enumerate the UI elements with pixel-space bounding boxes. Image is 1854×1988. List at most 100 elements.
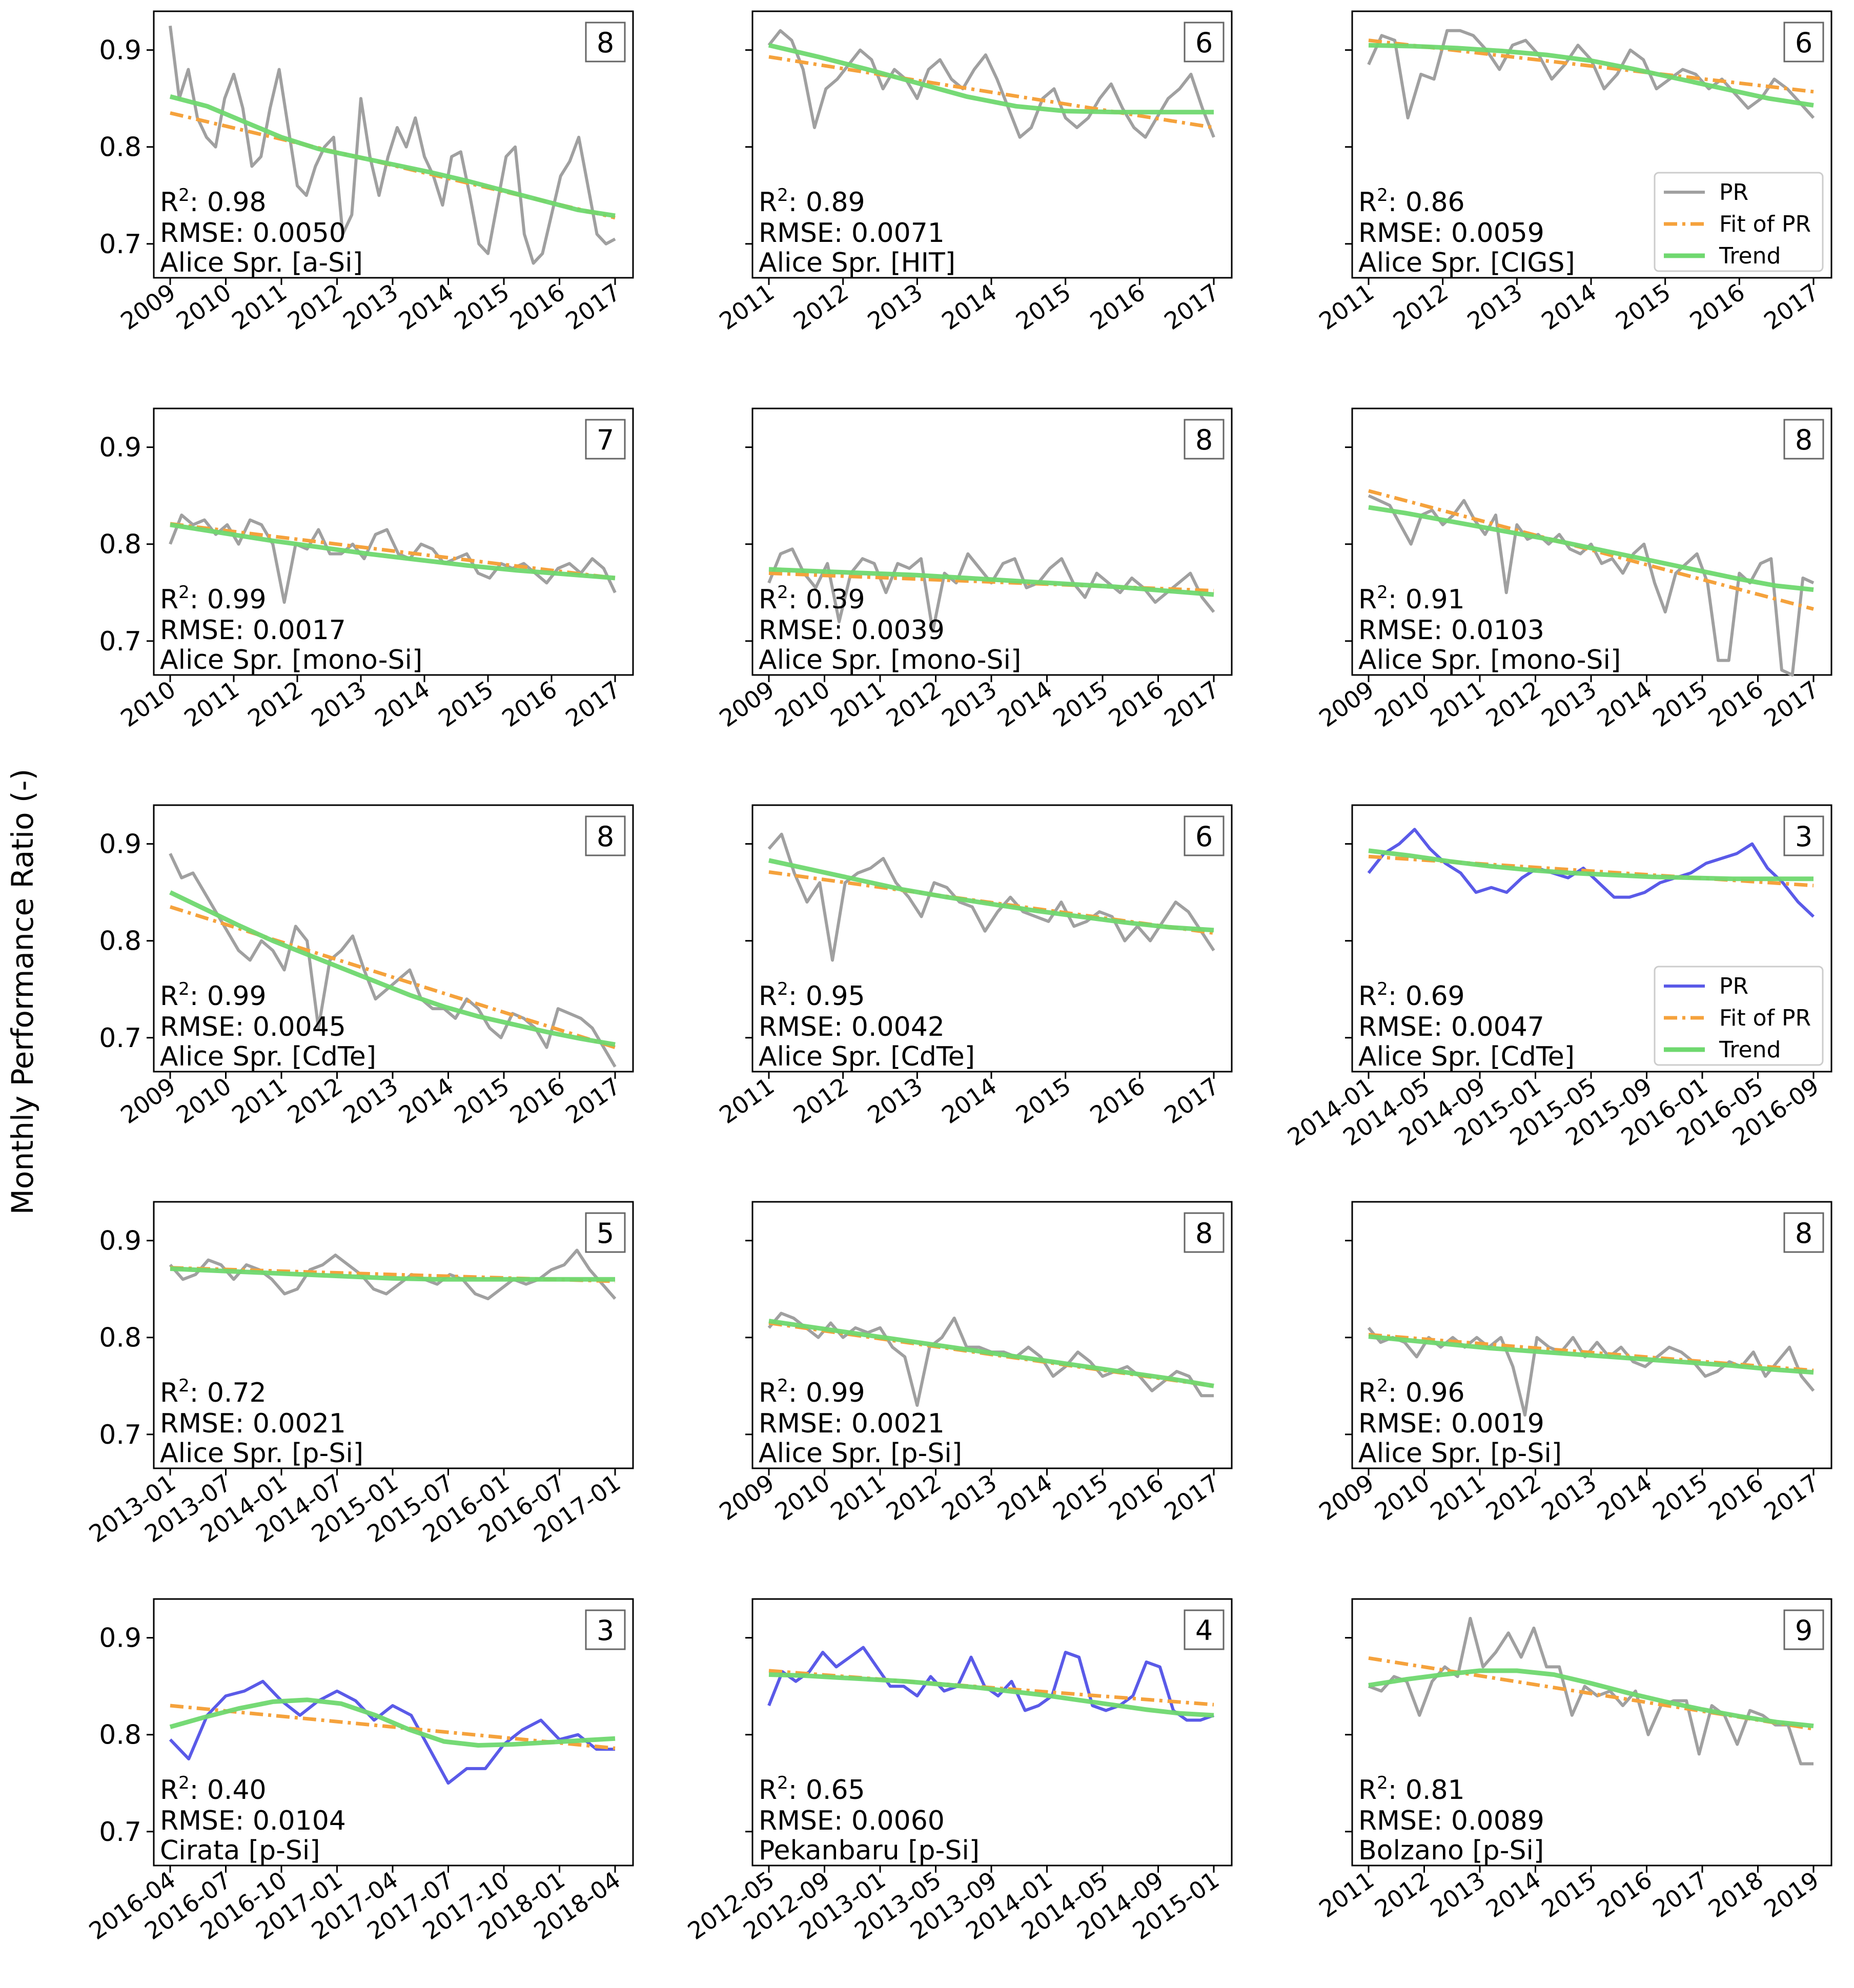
x-tick-label: 2015: [1611, 278, 1676, 335]
r2-value: 0.69: [1405, 981, 1465, 1012]
fit-of-pr-line: [170, 1704, 616, 1750]
y-tick-label: 0.8: [99, 132, 141, 163]
x-tick-label: 2012: [1370, 1866, 1435, 1923]
x-tick-label: 2011: [1314, 1866, 1379, 1923]
x-tick-label: 2014: [1592, 1469, 1657, 1526]
r2-annotation: R2: 0.81: [1358, 1773, 1465, 1806]
y-tick-label: 0.8: [99, 1720, 141, 1751]
r2-superscript: 2: [777, 1376, 788, 1396]
rmse-annotation: RMSE: 0.0017: [160, 615, 346, 646]
x-tick-label: 2016: [497, 675, 562, 732]
badge-box: [1184, 1609, 1225, 1650]
x-tick-label: 2017: [1759, 675, 1824, 732]
x-tick-label: 2017: [1159, 1072, 1224, 1129]
r2-value-colon: :: [1388, 1378, 1405, 1408]
chart-panel-3: 2011 2012 2013 2014 2015 2016 2017 6 R2: 0.86RMS…: [1314, 10, 1832, 335]
site-label: Alice Spr. [mono-Si]: [759, 645, 1021, 675]
x-tick-label: 2016: [505, 1072, 570, 1129]
x-tick-label: 2011: [825, 675, 890, 732]
x-tick-label: 2014: [1592, 675, 1657, 732]
r2-value: 0.89: [806, 187, 865, 218]
x-tick-label: 2014: [370, 675, 435, 732]
r2-superscript: 2: [1377, 185, 1388, 206]
trend-line: [768, 1672, 1214, 1718]
panel-badge: 6: [1195, 27, 1213, 59]
pr-series-line: [169, 26, 616, 265]
x-tick-label: 2016: [1085, 278, 1150, 335]
panel-badge: 8: [597, 821, 614, 853]
rmse-annotation: RMSE: 0.0060: [759, 1806, 945, 1836]
r2-prefix: R: [160, 187, 178, 218]
r2-value: 0.99: [207, 584, 267, 615]
x-tick-label: 2013: [863, 1072, 928, 1129]
r2-annotation: R2: 0.65: [759, 1773, 865, 1806]
x-tick-label: 2011: [714, 1072, 779, 1129]
x-tick-label: 2016: [1104, 1469, 1169, 1526]
r2-superscript: 2: [777, 185, 788, 206]
y-tick-label: 0.9: [99, 35, 141, 66]
rmse-annotation: RMSE: 0.0103: [1358, 615, 1544, 646]
x-tick-label: 2015: [1647, 1469, 1713, 1526]
x-tick-label: 2017: [1159, 675, 1224, 732]
r2-value-colon: :: [1388, 1775, 1405, 1806]
r2-value-colon: :: [788, 1775, 806, 1806]
r2-value: 0.65: [806, 1775, 865, 1806]
x-tick-label: 2011: [227, 1072, 292, 1129]
legend-pr-label: PR: [1719, 179, 1748, 206]
x-tick-label: 2011: [1425, 675, 1490, 732]
badge-box: [1783, 419, 1824, 460]
pr-series-line: [169, 853, 617, 1068]
x-tick-label: 2017: [1759, 1469, 1824, 1526]
trend-line: [169, 890, 616, 1047]
fit-of-pr-line: [170, 522, 616, 580]
x-tick-label: 2012: [282, 278, 348, 335]
r2-value-colon: :: [788, 1378, 806, 1408]
site-label: Cirata [p-Si]: [160, 1835, 320, 1866]
x-tick-label: 2013: [306, 675, 371, 732]
rmse-annotation: RMSE: 0.0045: [160, 1012, 346, 1042]
legend-trend-label: Trend: [1719, 1037, 1781, 1063]
r2-prefix: R: [160, 584, 178, 615]
r2-annotation: R2: 0.99: [759, 1376, 865, 1408]
x-tick-label: 2016: [1592, 1866, 1657, 1923]
x-tick-label: 2009: [115, 1072, 180, 1129]
site-label: Alice Spr. [mono-Si]: [160, 645, 422, 675]
r2-value-colon: :: [190, 1378, 207, 1408]
r2-superscript: 2: [1377, 582, 1388, 603]
legend-box: [1654, 966, 1824, 1066]
y-tick-label: 0.7: [99, 1817, 141, 1848]
x-tick-label: 2011: [227, 278, 292, 335]
r2-annotation: R2: 0.89: [759, 185, 865, 218]
x-tick-label: 2012: [788, 278, 853, 335]
r2-prefix: R: [759, 584, 777, 615]
site-label: Alice Spr. [p-Si]: [160, 1438, 363, 1469]
pr-series-line: [767, 832, 1215, 962]
chart-panel-1: 0.70.80.92009201020112012201320142015201…: [99, 10, 634, 335]
y-tick-label: 0.8: [99, 926, 141, 957]
x-tick-label: 2013: [1536, 1469, 1601, 1526]
chart-panel-13: 0.70.80.92016-042016-072016-102017-01201…: [84, 1598, 634, 1945]
x-tick-label: 2018: [1703, 1866, 1768, 1923]
r2-prefix: R: [1358, 584, 1377, 615]
x-tick-label: 2015: [1536, 1866, 1601, 1923]
site-label: Alice Spr. [p-Si]: [759, 1438, 962, 1469]
x-tick-label: 2010: [770, 675, 835, 732]
x-tick-label: 2010: [171, 1072, 236, 1129]
site-label: Alice Spr. [CdTe]: [1358, 1041, 1575, 1072]
r2-prefix: R: [759, 1378, 777, 1408]
fit-of-pr-line: [768, 571, 1214, 592]
trend-line: [768, 858, 1214, 933]
trend-line: [170, 522, 616, 581]
r2-value-colon: :: [190, 981, 207, 1012]
r2-superscript: 2: [777, 1773, 788, 1793]
panel-badge: 9: [1795, 1614, 1812, 1647]
x-tick-label: 2015: [1647, 675, 1713, 732]
y-tick-label: 0.7: [99, 1420, 141, 1450]
r2-value-colon: :: [190, 1775, 207, 1806]
x-tick-label: 2014: [1481, 1866, 1546, 1923]
x-tick-label: 2017: [560, 1072, 625, 1129]
x-tick-label: 2012: [788, 1072, 853, 1129]
